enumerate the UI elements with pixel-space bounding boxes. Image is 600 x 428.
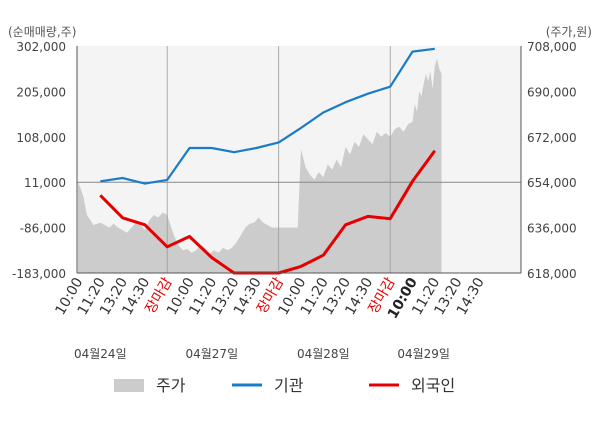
right-tick-label: 672,000 xyxy=(527,131,577,145)
left-tick-label: 205,000 xyxy=(16,85,66,99)
series-line-기관 xyxy=(100,47,435,185)
axes-layer xyxy=(76,46,522,274)
legend-label-기관: 기관 xyxy=(274,376,304,395)
date-label: 04월27일 xyxy=(185,347,238,361)
left-tick-label: -86,000 xyxy=(20,222,66,236)
left-tick-label: 302,000 xyxy=(16,40,66,54)
date-label: 04월28일 xyxy=(297,347,350,361)
left-axis-unit: (순매매량,주) xyxy=(8,25,76,39)
series-area-price xyxy=(78,58,442,273)
left-tick-label: -183,000 xyxy=(12,267,66,281)
legend-label-외국인: 외국인 xyxy=(411,376,455,395)
right-tick-label: 636,000 xyxy=(527,222,577,236)
right-tick-label: 690,000 xyxy=(527,85,577,99)
right-tick-label: 654,000 xyxy=(527,176,577,190)
legend: 주가 기관 외국인 xyxy=(114,376,455,395)
right-tick-label: 618,000 xyxy=(527,267,577,281)
right-axis-unit: (주가,원) xyxy=(546,25,592,39)
price-area-layer xyxy=(78,58,442,273)
left-tick-label: 108,000 xyxy=(16,131,66,145)
right-tick-label: 708,000 xyxy=(527,40,577,54)
date-label: 04월24일 xyxy=(74,347,127,361)
legend-label-주가: 주가 xyxy=(156,376,186,395)
legend-swatch-주가 xyxy=(114,379,144,392)
left-tick-label: 11,000 xyxy=(24,176,66,190)
date-label: 04월29일 xyxy=(397,347,450,361)
